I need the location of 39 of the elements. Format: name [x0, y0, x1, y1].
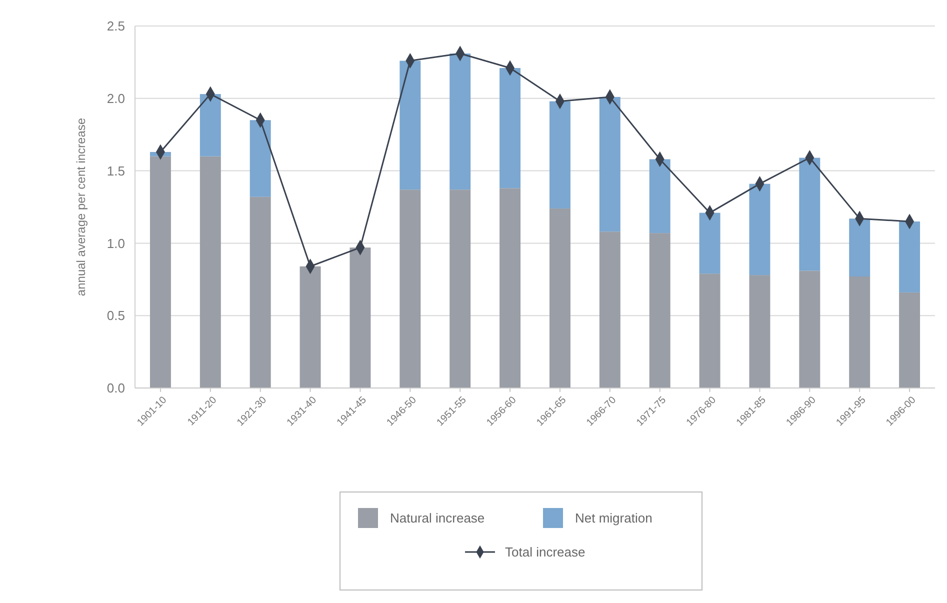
y-tick-label: 0.5	[106, 308, 125, 324]
bar	[799, 270, 820, 388]
y-tick-label: 2.0	[106, 90, 125, 106]
bar	[350, 248, 371, 388]
bar	[749, 184, 770, 276]
bar	[200, 94, 221, 156]
y-tick-label: 0.0	[106, 380, 125, 396]
y-tick-label: 1.0	[106, 236, 125, 251]
bar	[400, 190, 421, 388]
bar	[450, 54, 471, 190]
bar	[899, 221, 920, 292]
legend-label: Total increase	[505, 544, 586, 560]
bar	[849, 218, 870, 277]
bar	[300, 266, 321, 388]
bar	[799, 158, 820, 271]
bar	[250, 120, 271, 197]
bar	[649, 233, 670, 388]
bar	[150, 156, 171, 388]
bar	[699, 274, 720, 388]
bar	[400, 60, 421, 190]
bar	[749, 275, 770, 388]
bar	[549, 101, 570, 208]
bar	[250, 196, 271, 388]
bar	[549, 208, 570, 388]
bar	[899, 292, 920, 388]
bar	[599, 96, 620, 232]
y-axis-title: annual average per cent increase	[74, 118, 88, 296]
bar	[200, 156, 221, 388]
bar	[699, 212, 720, 274]
bar	[500, 188, 521, 388]
y-tick-label: 1.5	[106, 163, 125, 178]
bar	[849, 276, 870, 388]
y-tick-label: 2.5	[106, 18, 125, 34]
bar	[500, 68, 521, 188]
bar	[450, 190, 471, 388]
bar	[599, 232, 620, 388]
bar	[649, 159, 670, 234]
legend-label: Natural increase	[390, 510, 485, 526]
legend-label: Net migration	[575, 510, 652, 526]
